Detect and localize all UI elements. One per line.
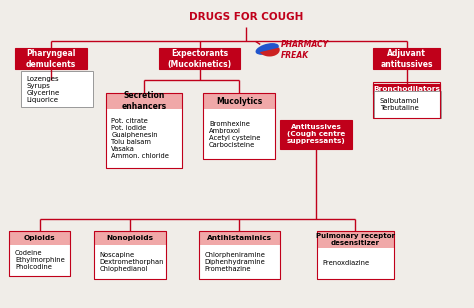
Text: PHARMACY
FREAK: PHARMACY FREAK bbox=[281, 40, 329, 59]
Text: Antihistaminics: Antihistaminics bbox=[207, 235, 272, 241]
FancyBboxPatch shape bbox=[199, 231, 280, 279]
Text: DRUGS FOR COUGH: DRUGS FOR COUGH bbox=[189, 12, 303, 22]
Text: Bromhexine
Ambroxol
Acetyl cysteine
Carbocisteine: Bromhexine Ambroxol Acetyl cysteine Carb… bbox=[209, 121, 260, 148]
Text: Salbutamol
Terbutaline: Salbutamol Terbutaline bbox=[380, 98, 419, 111]
FancyBboxPatch shape bbox=[106, 93, 182, 109]
FancyBboxPatch shape bbox=[317, 231, 394, 279]
Text: Mucolytics: Mucolytics bbox=[216, 97, 263, 106]
FancyBboxPatch shape bbox=[280, 120, 352, 149]
Text: Lozenges
Syrups
Glycerine
Liquorice: Lozenges Syrups Glycerine Liquorice bbox=[27, 75, 60, 103]
FancyBboxPatch shape bbox=[203, 93, 275, 109]
Text: Adjuvant
antitussives: Adjuvant antitussives bbox=[380, 49, 433, 69]
Text: Opioids: Opioids bbox=[24, 235, 55, 241]
Text: Chlorpheniramine
Diphenhydramine
Promethazine: Chlorpheniramine Diphenhydramine Prometh… bbox=[204, 252, 265, 272]
FancyBboxPatch shape bbox=[94, 231, 166, 279]
FancyBboxPatch shape bbox=[9, 231, 70, 245]
Text: Pot. citrate
Pot. iodide
Guaiphenesin
Tolu balsam
Vasaka
Ammon. chloride: Pot. citrate Pot. iodide Guaiphenesin To… bbox=[111, 118, 169, 160]
FancyBboxPatch shape bbox=[203, 93, 275, 159]
Text: Bronchodilators: Bronchodilators bbox=[373, 86, 440, 92]
Text: Nonopioids: Nonopioids bbox=[107, 235, 154, 241]
Text: Pharyngeal
demulcents: Pharyngeal demulcents bbox=[26, 49, 76, 69]
FancyBboxPatch shape bbox=[373, 48, 440, 70]
Text: Secretion
enhancers: Secretion enhancers bbox=[121, 91, 167, 111]
Text: Pulmonary receptor
desensitizer: Pulmonary receptor desensitizer bbox=[316, 233, 395, 246]
Text: Antitussives
(Cough centre
suppressants): Antitussives (Cough centre suppressants) bbox=[287, 124, 346, 144]
FancyBboxPatch shape bbox=[15, 48, 87, 70]
FancyBboxPatch shape bbox=[317, 231, 394, 248]
Text: Noscapine
Dextromethorphan
Chlophedianol: Noscapine Dextromethorphan Chlophedianol bbox=[100, 252, 164, 272]
Text: Codeine
Ethylmorphine
Pholcodine: Codeine Ethylmorphine Pholcodine bbox=[15, 250, 65, 270]
FancyBboxPatch shape bbox=[374, 91, 441, 118]
Text: Prenoxdiazine: Prenoxdiazine bbox=[323, 261, 370, 266]
Wedge shape bbox=[260, 48, 280, 56]
FancyBboxPatch shape bbox=[9, 231, 70, 276]
FancyBboxPatch shape bbox=[199, 231, 280, 245]
FancyBboxPatch shape bbox=[94, 231, 166, 245]
Text: Expectorants
(Mucokinetics): Expectorants (Mucokinetics) bbox=[168, 49, 232, 69]
Ellipse shape bbox=[255, 43, 279, 55]
FancyBboxPatch shape bbox=[106, 93, 182, 168]
FancyBboxPatch shape bbox=[21, 71, 93, 107]
FancyBboxPatch shape bbox=[159, 48, 240, 70]
FancyBboxPatch shape bbox=[373, 84, 440, 94]
